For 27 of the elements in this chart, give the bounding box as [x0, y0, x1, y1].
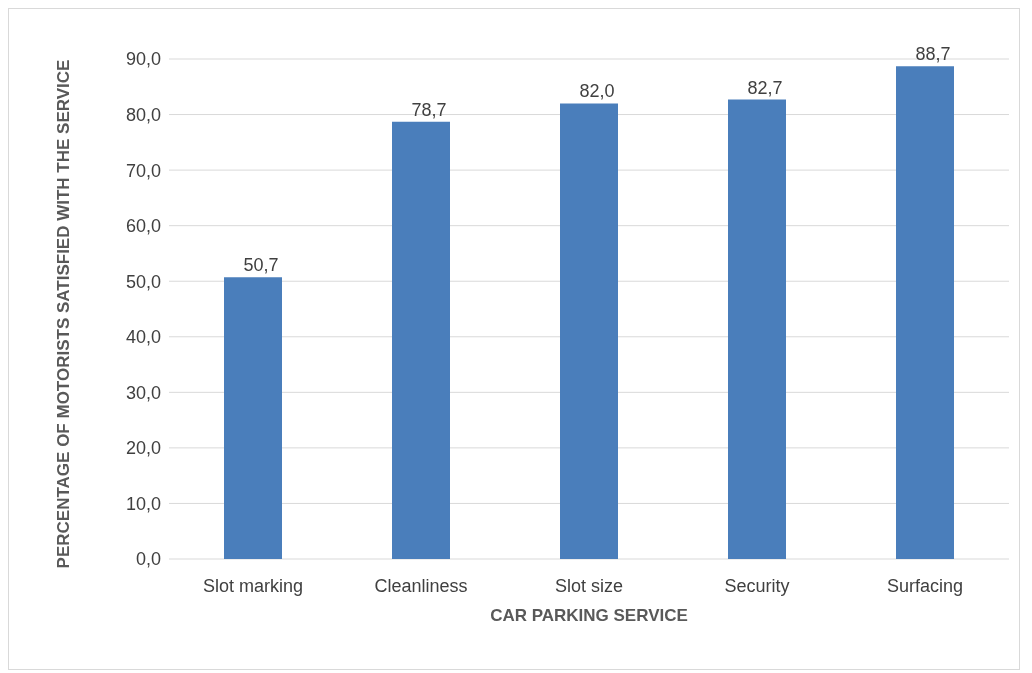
x-tick-label: Slot size [554, 575, 624, 596]
y-tick-label: 80,0 [125, 104, 161, 125]
y-tick-label: 0,0 [135, 549, 161, 570]
y-tick-label: 90,0 [125, 49, 161, 70]
x-tick-label: Slot marking [202, 575, 304, 596]
y-tick-label: 60,0 [125, 216, 161, 237]
x-tick-label: Cleanliness [374, 575, 468, 596]
x-axis-title: CAR PARKING SERVICE [490, 606, 688, 625]
y-tick-label: 20,0 [125, 438, 161, 459]
bar [560, 103, 618, 559]
y-tick-label: 40,0 [125, 327, 161, 348]
y-tick-label: 10,0 [125, 493, 161, 514]
data-label: 82,0 [579, 81, 615, 102]
x-tick-label: Surfacing [886, 575, 964, 596]
data-label: 88,7 [915, 44, 951, 65]
bar [896, 66, 954, 559]
y-tick-label: 70,0 [125, 160, 161, 181]
bar [392, 121, 450, 559]
data-label: 82,7 [747, 77, 783, 98]
data-label: 50,7 [243, 255, 279, 276]
data-label: 78,7 [411, 99, 447, 120]
y-tick-label: 30,0 [125, 382, 161, 403]
x-tick-label: Security [724, 575, 790, 596]
bar [728, 99, 786, 559]
y-tick-label: 50,0 [125, 271, 161, 292]
bar [224, 277, 282, 559]
y-axis-title: PERCENTAGE OF MOTORISTS SATISFIED WITH THE SERVICE [53, 58, 74, 571]
